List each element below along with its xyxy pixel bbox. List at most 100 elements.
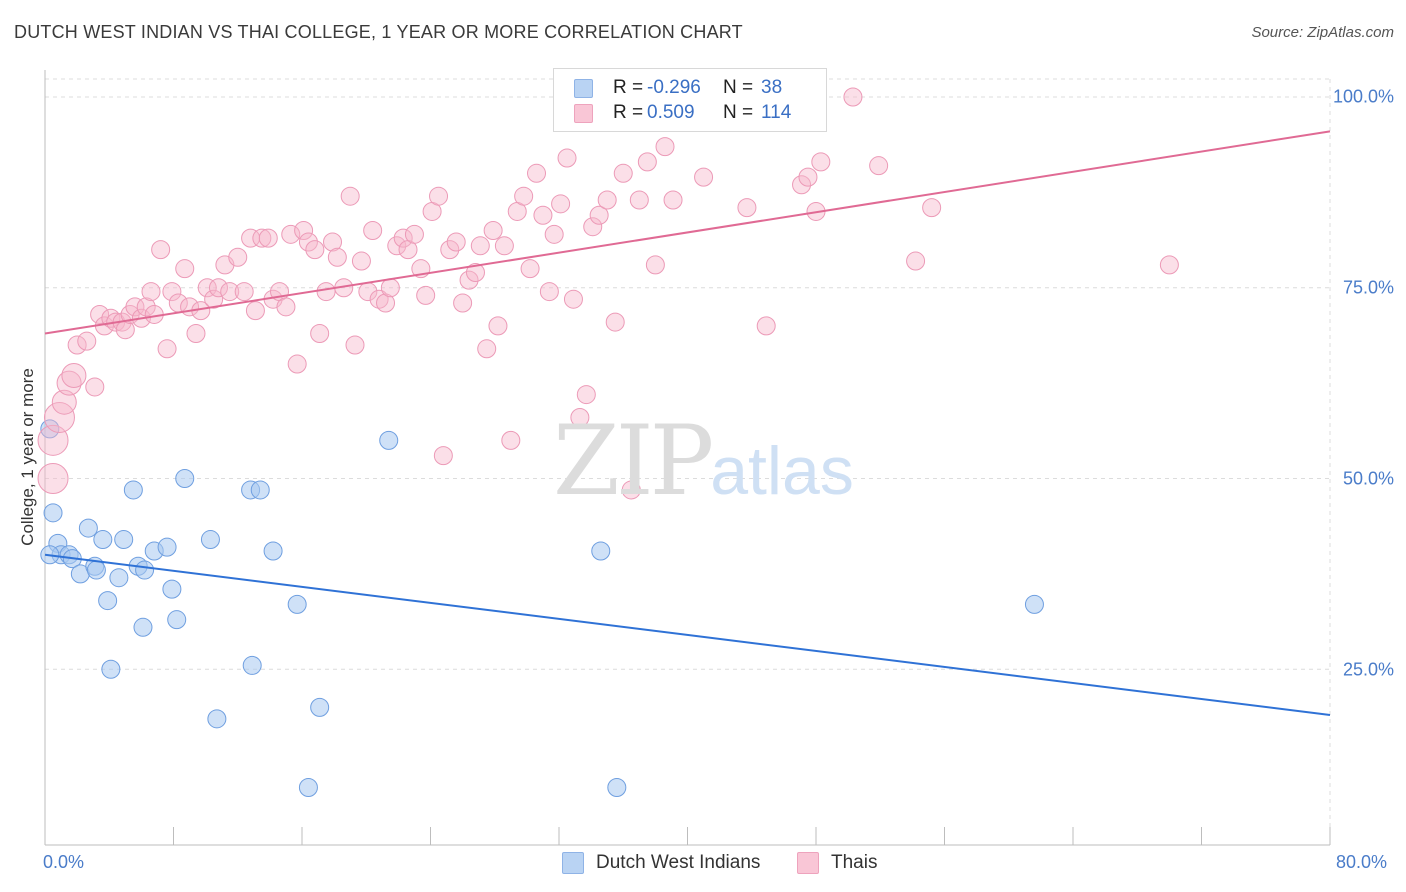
n-value: 114 — [761, 102, 792, 123]
thai-point — [404, 224, 424, 244]
r-label: R = — [613, 77, 644, 98]
thai-point — [483, 221, 503, 241]
thai-point — [197, 278, 217, 298]
dutch-west-indian-point — [167, 610, 187, 630]
legend-item-dutch-west-indians: Dutch West Indians — [562, 852, 760, 874]
dutch-west-indian-point — [250, 480, 270, 500]
thai-point — [37, 463, 69, 494]
thai-point — [85, 377, 105, 397]
thai-point — [345, 335, 365, 355]
thai-point — [570, 407, 590, 427]
dutch-west-indian-point — [101, 659, 121, 679]
r-value: 0.509 — [647, 102, 695, 123]
thai-point — [470, 236, 490, 256]
thai-point — [494, 236, 514, 256]
correlation-legend: R = -0.296 N = 38 R = 0.509 N = 114 — [553, 68, 827, 132]
thai-point — [551, 194, 571, 214]
thai-point — [756, 316, 776, 336]
thai-point — [613, 163, 633, 183]
thai-point — [276, 297, 296, 317]
dutch-west-indian-point — [86, 560, 106, 580]
thai-point — [429, 186, 449, 206]
thai-point — [453, 293, 473, 313]
thai-point — [228, 247, 248, 267]
thai-point — [416, 285, 436, 305]
r-label: R = — [613, 102, 644, 123]
thai-point — [433, 446, 453, 466]
thai-point — [539, 282, 559, 302]
x-tick-label: 80.0% — [1336, 852, 1388, 872]
dutch-west-indian-point — [162, 579, 182, 599]
dutch-west-indian-point — [591, 541, 611, 561]
dutch-west-indian-point — [310, 697, 330, 717]
thai-point — [589, 205, 609, 225]
thai-point — [67, 335, 87, 355]
thai-point — [51, 389, 77, 415]
thai-point — [798, 167, 818, 187]
dutch-west-indian-point — [1024, 594, 1044, 614]
thai-point — [61, 362, 87, 388]
thai-point — [621, 480, 641, 500]
legend-row-thais: R = 0.509 N = 114 — [574, 101, 791, 125]
y-tick-label: 100.0% — [1332, 86, 1394, 107]
n-label: N = — [723, 77, 754, 98]
n-label: N = — [723, 102, 754, 123]
thai-point — [663, 190, 683, 210]
thai-point — [655, 137, 675, 157]
legend-item-thais: Thais — [797, 852, 877, 874]
thai-point — [141, 282, 161, 302]
thai-point — [376, 293, 396, 313]
thai-point — [252, 228, 272, 248]
dutch-west-indian-point — [287, 594, 307, 614]
thai-point — [637, 152, 657, 172]
thai-point — [294, 221, 314, 241]
thai-point — [204, 289, 224, 309]
thai-point — [629, 190, 649, 210]
watermark: ZIPatlas — [553, 405, 854, 517]
x-tick-label: 0.0% — [43, 852, 85, 872]
thai-point — [393, 228, 413, 248]
pink-swatch — [797, 852, 819, 874]
thai-point — [694, 167, 714, 187]
thai-point — [583, 217, 603, 237]
thai-point — [459, 270, 479, 290]
thai-point — [90, 304, 110, 324]
thai-point — [281, 224, 301, 244]
legend-label: Thais — [831, 852, 878, 873]
thai-point — [477, 339, 497, 359]
y-tick-label: 75.0% — [1342, 277, 1394, 298]
pink-swatch — [574, 103, 593, 123]
thai-point — [316, 282, 336, 302]
thai-point — [811, 152, 831, 172]
thai-point — [258, 228, 278, 248]
dutch-west-indian-point — [200, 530, 220, 550]
dutch-west-indian-point — [607, 778, 627, 798]
thai-point — [563, 289, 583, 309]
dutch-west-indian-point — [98, 591, 118, 611]
thai-point — [380, 278, 400, 298]
dutch-west-indian-point — [263, 541, 283, 561]
thai-point — [310, 324, 330, 344]
thai-point — [792, 175, 812, 195]
thai-point — [340, 186, 360, 206]
thai-point — [56, 370, 82, 396]
thai-point — [501, 430, 521, 450]
thai-point — [544, 224, 564, 244]
y-tick-label: 50.0% — [1342, 468, 1394, 489]
thai-point — [557, 148, 577, 168]
thai-point — [527, 163, 547, 183]
thai-point — [186, 324, 206, 344]
thai-point — [906, 251, 926, 271]
thai-point — [446, 232, 466, 252]
thai-point — [645, 255, 665, 275]
n-value: 38 — [761, 77, 783, 98]
thai-point — [43, 401, 75, 433]
legend-label: Dutch West Indians — [596, 852, 761, 873]
dutch-west-indian-point — [242, 655, 262, 675]
blue-swatch — [574, 78, 593, 98]
thai-point — [465, 262, 485, 282]
dutch-west-indian-point — [123, 480, 143, 500]
thai-point — [514, 186, 534, 206]
chart-title: DUTCH WEST INDIAN VS THAI COLLEGE, 1 YEA… — [14, 22, 743, 42]
